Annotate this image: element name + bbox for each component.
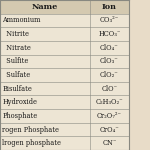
Text: ClO₂⁻: ClO₂⁻ <box>100 71 119 79</box>
Text: Nitrite: Nitrite <box>2 30 29 38</box>
Text: CrO₄⁻: CrO₄⁻ <box>100 126 119 134</box>
Text: ClO₄⁻: ClO₄⁻ <box>100 44 119 52</box>
Text: CN⁻: CN⁻ <box>102 139 117 147</box>
Text: ClO₃⁻: ClO₃⁻ <box>100 57 119 65</box>
Text: Nitrate: Nitrate <box>2 44 31 52</box>
Text: Ion: Ion <box>102 3 117 11</box>
Bar <box>0 0 129 150</box>
Text: ClO⁻: ClO⁻ <box>101 85 118 93</box>
Text: Sulfate: Sulfate <box>2 71 30 79</box>
Bar <box>0 0 129 14</box>
Text: lrogen phosphate: lrogen phosphate <box>2 139 61 147</box>
Text: Ammonium: Ammonium <box>2 16 41 24</box>
Text: Sulfite: Sulfite <box>2 57 29 65</box>
Text: Name: Name <box>32 3 58 11</box>
Text: HCO₃⁻: HCO₃⁻ <box>98 30 121 38</box>
Text: Bisulfate: Bisulfate <box>2 85 32 93</box>
Text: C₂H₃O₂⁻: C₂H₃O₂⁻ <box>96 98 123 106</box>
Text: Phosphate: Phosphate <box>2 112 38 120</box>
Text: CO₃²⁻: CO₃²⁻ <box>100 16 119 24</box>
Text: Cr₂O₇²⁻: Cr₂O₇²⁻ <box>97 112 122 120</box>
Text: Hydroxide: Hydroxide <box>2 98 37 106</box>
Text: rogen Phosphate: rogen Phosphate <box>2 126 59 134</box>
